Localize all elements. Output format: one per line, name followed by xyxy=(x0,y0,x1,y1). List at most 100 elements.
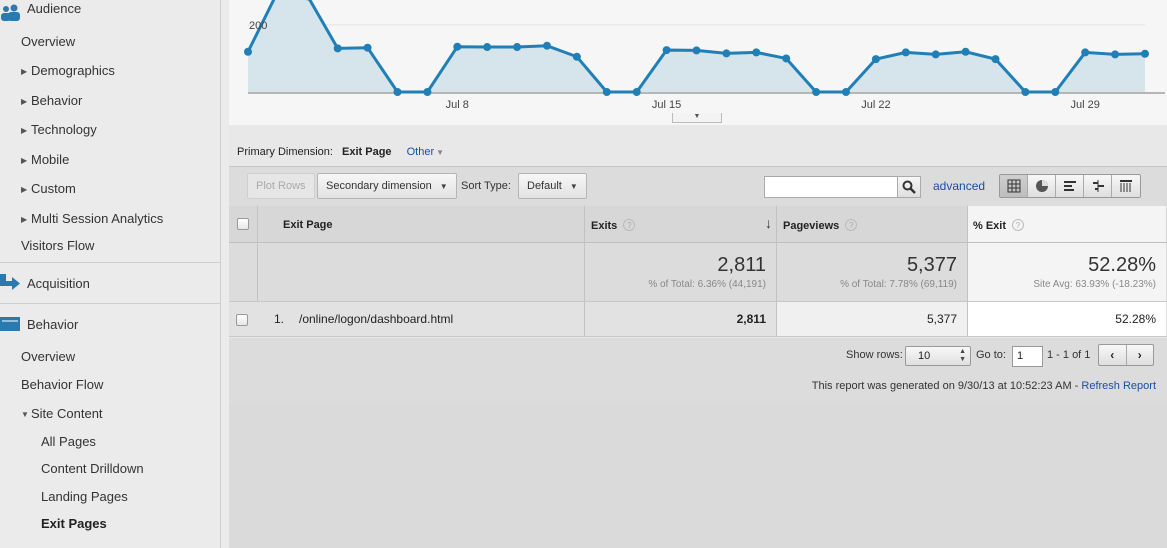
table-search-input[interactable] xyxy=(764,176,898,198)
secondary-dimension-button[interactable]: Secondary dimension ▼ xyxy=(317,173,457,199)
advanced-filter-link[interactable]: advanced xyxy=(933,179,986,193)
data-point[interactable] xyxy=(812,88,821,96)
chart-resize-handle[interactable]: ▼ xyxy=(672,113,722,123)
data-point[interactable] xyxy=(842,88,850,96)
data-point[interactable] xyxy=(722,49,731,58)
data-point[interactable] xyxy=(423,88,432,96)
data-point[interactable] xyxy=(782,54,791,63)
data-point[interactable] xyxy=(991,55,1000,64)
table-toolbar: Plot Rows Secondary dimension ▼ Sort Type… xyxy=(229,166,1167,206)
data-point[interactable] xyxy=(602,88,611,96)
show-rows-label: Show rows: xyxy=(846,349,903,361)
sidebar-section-behavior[interactable]: Behavior xyxy=(0,304,221,344)
expand-triangle-icon: ▶ xyxy=(21,156,28,165)
sidebar-item-demographics[interactable]: ▶ Demographics xyxy=(0,58,221,84)
view-bar-button[interactable] xyxy=(1056,175,1084,197)
data-point[interactable] xyxy=(752,48,761,57)
totals-pageviews-sub: % of Total: 7.78% (69,119) xyxy=(840,279,957,290)
goto-page-input[interactable]: 1 xyxy=(1012,346,1043,367)
sidebar-gutter xyxy=(221,0,229,548)
acquisition-arrow-icon xyxy=(0,274,20,290)
next-page-button[interactable]: › xyxy=(1137,348,1142,362)
sidebar-section-audience[interactable]: Audience xyxy=(0,0,221,28)
data-point[interactable] xyxy=(244,47,252,56)
view-pie-button[interactable] xyxy=(1028,175,1056,197)
table-pager: Show rows: 10 ▲ ▼ Go to: 1 1 - 1 of 1 ‹ ›… xyxy=(229,338,1167,404)
help-icon[interactable]: ? xyxy=(623,219,636,231)
header-pageviews[interactable]: Pageviews? xyxy=(777,206,967,242)
sidebar-item-content-drilldown[interactable]: Content Drilldown xyxy=(0,456,221,482)
data-point[interactable] xyxy=(901,48,910,57)
data-point[interactable] xyxy=(333,44,342,53)
row-checkbox-cell xyxy=(229,302,257,336)
plot-rows-button[interactable]: Plot Rows xyxy=(247,173,315,199)
data-point[interactable] xyxy=(1141,49,1149,58)
data-point[interactable] xyxy=(572,52,581,61)
select-all-checkbox[interactable] xyxy=(237,218,249,230)
sidebar: Audience Overview ▶ Demographics ▶ Behavio… xyxy=(0,0,221,548)
sidebar-item-exit-pages[interactable]: Exit Pages xyxy=(0,511,221,537)
sidebar-item-multi-session-analytics[interactable]: ▶ Multi Session Analytics xyxy=(0,206,221,232)
sidebar-item-audience-behavior[interactable]: ▶ Behavior xyxy=(0,88,221,114)
view-pivot-button[interactable] xyxy=(1112,175,1140,197)
data-point[interactable] xyxy=(1081,48,1090,57)
header-checkbox-cell xyxy=(229,206,257,242)
data-point[interactable] xyxy=(961,47,970,56)
help-icon[interactable]: ? xyxy=(845,219,858,231)
chevron-down-icon: ▼ xyxy=(569,182,578,191)
help-icon[interactable]: ? xyxy=(1012,219,1025,231)
data-point[interactable] xyxy=(363,43,372,52)
data-point[interactable] xyxy=(483,43,492,52)
data-point[interactable] xyxy=(543,41,551,50)
sort-type-dropdown[interactable]: Default ▼ xyxy=(518,173,587,199)
sidebar-item-behavior-overview[interactable]: Overview xyxy=(0,344,221,370)
totals-pageviews-value: 5,377 xyxy=(906,254,957,276)
header-exit-percent[interactable]: % Exit? xyxy=(968,206,1166,242)
data-point[interactable] xyxy=(871,55,880,64)
data-point[interactable] xyxy=(453,42,462,51)
sidebar-item-label: Overview xyxy=(21,34,76,49)
sidebar-item-label: Site Content xyxy=(31,406,103,421)
sidebar-item-all-pages[interactable]: All Pages xyxy=(0,429,221,455)
primary-dimension-label: Primary Dimension: xyxy=(237,146,333,158)
sidebar-item-mobile[interactable]: ▶ Mobile xyxy=(0,147,221,173)
sidebar-item-custom[interactable]: ▶ Custom xyxy=(0,176,221,202)
timeline-chart: 200 Jul 8 Jul 15 Jul 22 Jul 29 ▼ xyxy=(229,0,1167,125)
view-table-button[interactable] xyxy=(1000,175,1028,197)
header-pageviews-label: Pageviews xyxy=(783,220,840,232)
header-exit-page[interactable]: Exit Page xyxy=(257,206,584,242)
data-point[interactable] xyxy=(692,46,701,55)
previous-page-button[interactable]: ‹ xyxy=(1099,345,1127,365)
data-point[interactable] xyxy=(1111,50,1120,59)
row-page-link[interactable]: /online/logon/dashboard.html xyxy=(299,312,454,326)
data-point[interactable] xyxy=(931,50,940,59)
primary-dimension-other[interactable]: Other ▼ xyxy=(407,146,444,158)
sidebar-item-behavior-flow[interactable]: Behavior Flow xyxy=(0,372,221,398)
row-checkbox[interactable] xyxy=(236,314,248,326)
data-point[interactable] xyxy=(393,88,402,96)
sidebar-item-landing-pages[interactable]: Landing Pages xyxy=(0,484,221,510)
report-generated-text: This report was generated on 9/30/13 at … xyxy=(811,380,1082,392)
totals-exit-percent: 52.28% Site Avg: 63.93% (-18.23%) xyxy=(968,243,1166,301)
data-point[interactable] xyxy=(513,43,522,52)
sidebar-section-acquisition[interactable]: Acquisition xyxy=(0,263,221,303)
header-exits[interactable]: Exits? ↓ xyxy=(585,206,776,242)
expand-triangle-icon: ▶ xyxy=(21,126,28,135)
row-exit-percent-cell: 52.28% xyxy=(968,302,1166,336)
data-point[interactable] xyxy=(1021,88,1030,96)
sidebar-item-technology[interactable]: ▶ Technology xyxy=(0,117,221,143)
sidebar-item-audience-overview[interactable]: Overview xyxy=(0,29,221,55)
view-comparison-button[interactable] xyxy=(1084,175,1112,197)
refresh-report-link[interactable]: Refresh Report xyxy=(1081,380,1156,392)
sidebar-item-site-content[interactable]: ▼ Site Content xyxy=(0,401,221,427)
show-rows-select[interactable]: 10 ▲ ▼ xyxy=(905,346,971,366)
sidebar-item-visitors-flow[interactable]: Visitors Flow xyxy=(0,233,221,259)
data-point[interactable] xyxy=(1051,88,1060,96)
sidebar-section-behavior-label: Behavior xyxy=(27,316,79,332)
row-exits-value: 2,811 xyxy=(736,312,766,326)
primary-dimension-current[interactable]: Exit Page xyxy=(342,146,392,158)
data-point[interactable] xyxy=(662,46,671,55)
sidebar-item-label: Technology xyxy=(31,122,97,137)
search-button[interactable] xyxy=(897,176,921,198)
data-point[interactable] xyxy=(632,88,641,96)
